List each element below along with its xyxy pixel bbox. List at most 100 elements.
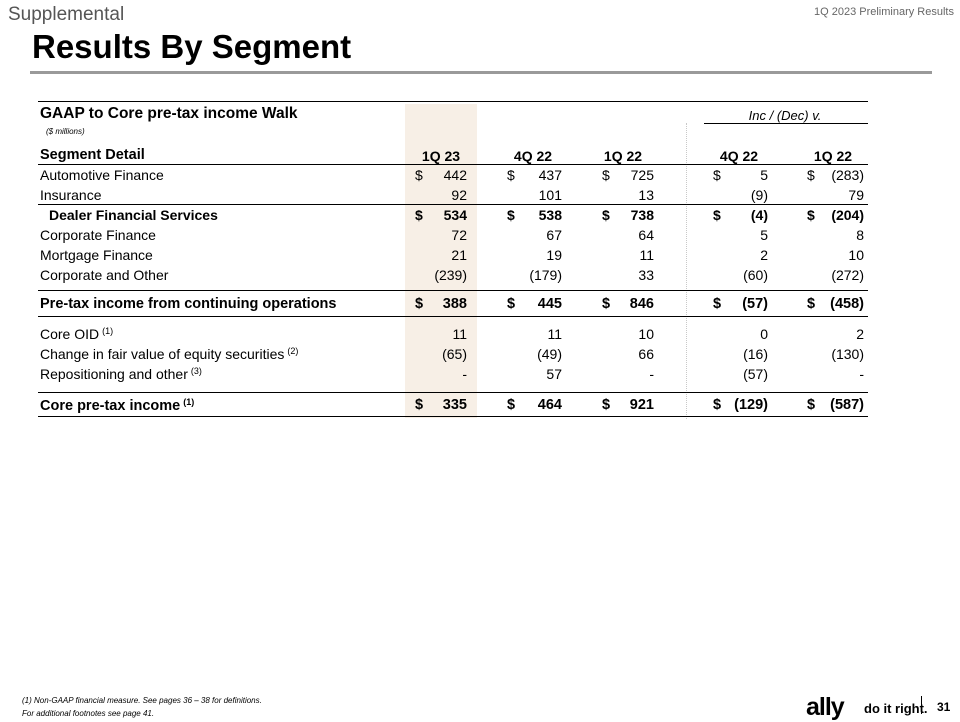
table-cell: 5 <box>760 167 768 183</box>
table-cell: 13 <box>638 187 654 203</box>
comparison-divider <box>686 123 687 419</box>
row-label-text: Corporate Finance <box>40 227 156 243</box>
table-cell: (60) <box>743 267 768 283</box>
table-cell: 538 <box>538 207 562 223</box>
table-cell: 921 <box>629 397 654 413</box>
header-rule <box>38 164 868 165</box>
units-note: ($ millions) <box>46 127 85 136</box>
row-rule <box>38 316 868 317</box>
currency-symbol: $ <box>713 167 721 183</box>
footnote-ref: (1) <box>102 326 114 336</box>
table-cell: 437 <box>538 167 562 183</box>
row-label-text: Change in fair value of equity securitie… <box>40 346 285 362</box>
title-divider <box>30 71 932 74</box>
table-cell: 57 <box>546 366 562 382</box>
row-label-text: Repositioning and other <box>40 366 188 382</box>
table-cell: 8 <box>856 227 864 243</box>
page-number: 31 <box>937 700 951 714</box>
page-title: Results By Segment <box>32 28 352 65</box>
table-cell: (204) <box>831 207 864 223</box>
row-label-text: Pre-tax income from continuing operation… <box>40 296 337 312</box>
table-cell: 11 <box>452 326 467 342</box>
currency-symbol: $ <box>415 397 424 413</box>
tagline: do it right. <box>864 701 928 716</box>
currency-symbol: $ <box>415 207 423 223</box>
currency-symbol: $ <box>713 397 722 413</box>
table-cell: 101 <box>538 187 562 203</box>
row-label: Corporate Finance <box>40 227 156 243</box>
footnote-ref: (3) <box>190 366 202 376</box>
table-cell: 19 <box>546 247 562 263</box>
report-label: 1Q 2023 Preliminary Results <box>813 6 954 18</box>
currency-symbol: $ <box>713 207 721 223</box>
current-quarter-highlight <box>405 104 477 418</box>
table-top-rule <box>38 101 868 102</box>
currency-symbol: $ <box>807 397 816 413</box>
currency-symbol: $ <box>602 397 611 413</box>
row-label: Change in fair value of equity securitie… <box>40 346 298 362</box>
row-rule <box>38 392 868 393</box>
table-cell: (272) <box>831 267 864 283</box>
comparison-label: Inc / (Dec) v. <box>748 108 822 123</box>
row-label: Pre-tax income from continuing operation… <box>40 296 336 312</box>
table-cell: (458) <box>830 296 864 312</box>
currency-symbol: $ <box>807 167 815 183</box>
table-cell: (179) <box>529 267 562 283</box>
table-cell: 10 <box>638 326 654 342</box>
row-label-text: Core pre-tax income <box>40 398 181 414</box>
table-cell: 738 <box>630 207 654 223</box>
table-cell: 5 <box>760 227 768 243</box>
table-cell: 2 <box>856 326 864 342</box>
table-cell: 67 <box>546 227 562 243</box>
table-cell: (587) <box>830 397 864 413</box>
footer-divider <box>921 696 922 714</box>
table-cell: (57) <box>742 296 768 312</box>
row-rule <box>38 204 868 205</box>
row-label-text: Mortgage Finance <box>40 247 153 263</box>
currency-symbol: $ <box>507 167 515 183</box>
table-cell: 445 <box>537 296 562 312</box>
currency-symbol: $ <box>602 207 610 223</box>
row-label-text: Automotive Finance <box>40 167 164 183</box>
table-title: GAAP to Core pre-tax income Walk <box>40 105 298 122</box>
table-cell: (283) <box>831 167 864 183</box>
table-cell: 66 <box>638 346 654 362</box>
row-label: Repositioning and other (3) <box>40 366 202 382</box>
currency-symbol: $ <box>807 296 816 312</box>
table-cell: - <box>649 366 654 382</box>
table-cell: 10 <box>848 247 864 263</box>
footnote-ref: (2) <box>287 346 299 356</box>
column-header: 4Q 22 <box>719 148 759 164</box>
currency-symbol: $ <box>807 207 815 223</box>
table-cell: 92 <box>451 187 467 203</box>
currency-symbol: $ <box>713 296 722 312</box>
currency-symbol: $ <box>507 397 516 413</box>
currency-symbol: $ <box>507 207 515 223</box>
row-label: Core OID (1) <box>40 326 113 342</box>
row-label-text: Core OID <box>40 326 100 342</box>
table-cell: 2 <box>760 247 768 263</box>
column-header: 1Q 22 <box>603 148 643 164</box>
table-cell: 0 <box>760 326 768 342</box>
row-label: Dealer Financial Services <box>49 207 218 223</box>
currency-symbol: $ <box>602 296 611 312</box>
row-rule <box>38 290 868 291</box>
row-label-text: Corporate and Other <box>40 267 169 283</box>
footnote: For additional footnotes see page 41. <box>22 709 155 718</box>
currency-symbol: $ <box>415 296 424 312</box>
row-label-text: Insurance <box>40 187 102 203</box>
segment-detail-header: Segment Detail <box>40 147 145 163</box>
table-cell: 79 <box>848 187 864 203</box>
table-cell: (9) <box>750 187 768 203</box>
table-cell: 11 <box>639 247 654 263</box>
column-header: 1Q 22 <box>813 148 853 164</box>
currency-symbol: $ <box>602 167 610 183</box>
table-cell: (129) <box>734 397 768 413</box>
table-cell: 534 <box>443 207 467 223</box>
table-cell: 464 <box>537 397 562 413</box>
section-label: Supplemental <box>8 4 125 25</box>
table-cell: - <box>859 366 864 382</box>
row-label: Corporate and Other <box>40 267 168 283</box>
table-cell: (57) <box>743 366 768 382</box>
ally-logo: ally <box>806 693 845 721</box>
